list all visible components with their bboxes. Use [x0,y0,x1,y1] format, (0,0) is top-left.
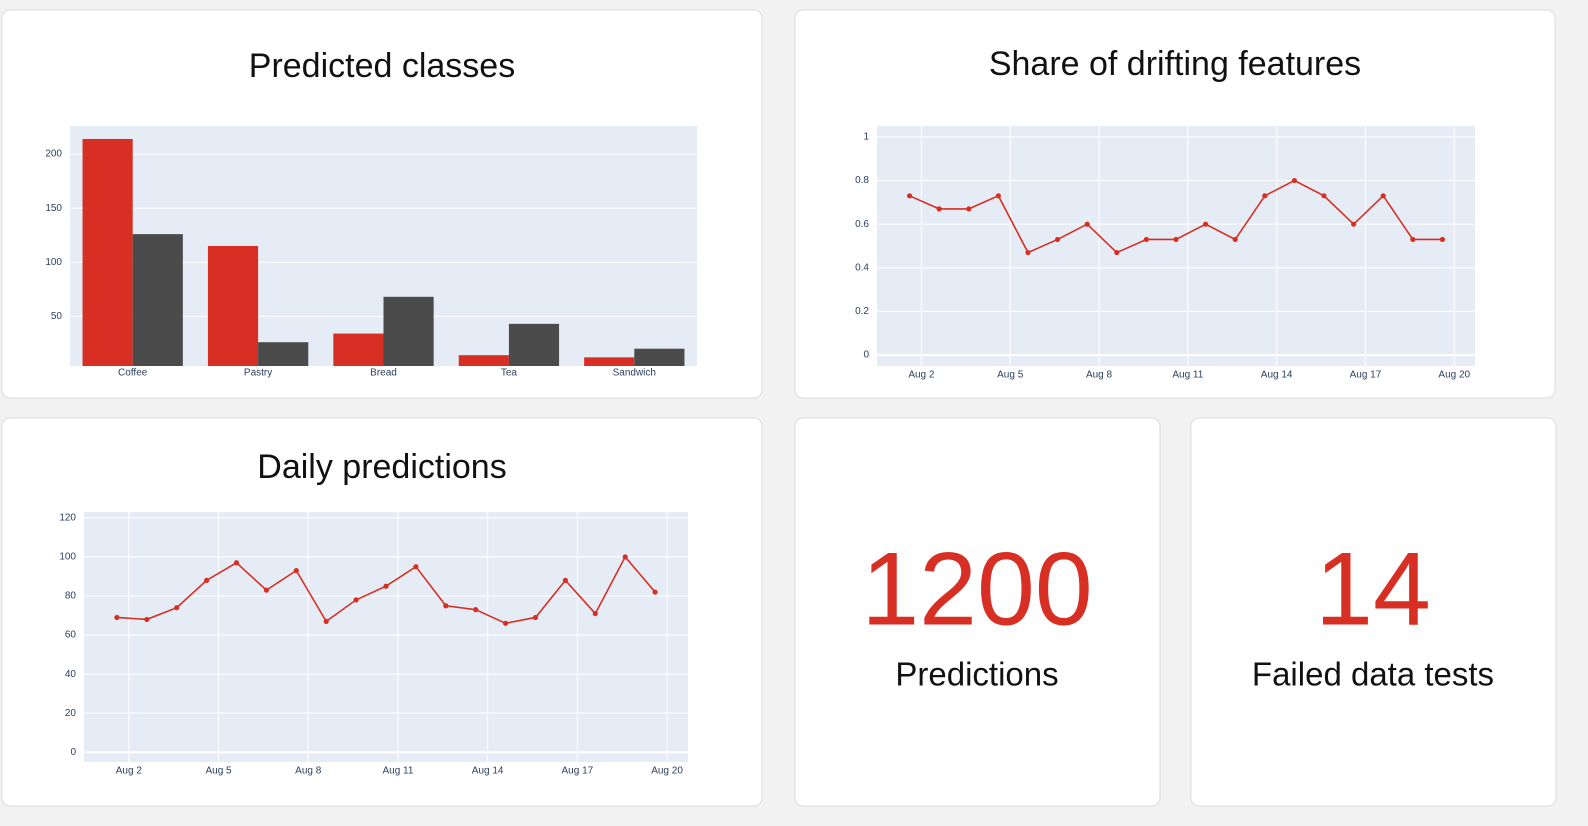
point [1054,236,1061,243]
point [1410,236,1416,243]
x-tick-label: Aug 20 [651,766,683,777]
y-tick-label: 0.8 [855,175,869,186]
chart-title: Share of drifting features [989,45,1361,83]
bar [333,333,384,366]
card [1190,417,1557,807]
x-tick-label: Aug 17 [1350,370,1382,381]
point [383,583,389,589]
bar [584,357,635,366]
plot-area [877,126,1475,366]
x-tick-label: Aug 14 [472,766,504,777]
point [233,560,240,566]
point [323,618,329,624]
y-tick-label: 0.6 [855,219,869,230]
y-tick-label: 40 [65,669,77,680]
y-tick-label: 150 [45,203,62,214]
point [1114,249,1120,256]
y-tick-label: 0.4 [855,262,869,273]
x-tick-label: Coffee [118,368,148,379]
point [203,577,210,583]
y-tick-label: 200 [45,149,62,160]
x-tick-label: Aug 17 [562,766,594,777]
point [144,616,150,623]
y-tick-label: 20 [65,708,77,719]
point [473,607,479,613]
x-tick-label: Sandwich [613,368,656,379]
point [906,193,913,199]
point [1380,193,1386,199]
y-tick-label: 0.2 [855,306,869,317]
point [622,554,628,560]
bar [634,348,685,366]
point [592,610,598,617]
plot-area [84,512,688,762]
point [1025,249,1031,256]
x-tick-label: Pastry [244,368,272,379]
counter-label: Predictions [895,656,1058,693]
point [443,603,449,609]
point [413,564,419,570]
point [532,614,539,621]
bar [383,296,434,366]
y-tick-label: 120 [59,513,76,524]
point [1291,177,1298,184]
x-tick-label: Aug 20 [1438,370,1470,381]
point [114,614,120,621]
point [652,589,658,595]
point [562,577,569,583]
point [1321,193,1327,199]
bar [508,323,560,366]
bar [207,246,259,366]
point [1143,236,1149,243]
x-tick-label: Aug 5 [205,766,232,777]
point [1351,221,1357,227]
point [936,206,942,212]
x-tick-label: Bread [370,368,397,379]
chart-title: Predicted classes [249,47,515,85]
counter-value: 14 [1315,531,1431,647]
point [263,587,269,593]
point [1262,193,1268,199]
point [1203,221,1209,227]
chart-title: Daily predictions [257,448,506,486]
x-tick-label: Aug 8 [1086,370,1113,381]
point [995,193,1001,199]
point [174,605,180,611]
bar [458,355,509,366]
point [1439,236,1446,243]
counter-label: Failed data tests [1252,656,1494,693]
x-tick-label: Aug 14 [1261,370,1293,381]
y-tick-label: 80 [65,591,77,602]
y-tick-label: 60 [65,630,77,641]
x-tick-label: Aug 5 [997,370,1024,381]
x-tick-label: Aug 11 [1172,370,1203,381]
y-tick-label: 0 [863,350,869,361]
point [1084,221,1090,227]
bar [258,342,309,366]
x-tick-label: Aug 2 [908,370,935,381]
y-tick-label: 50 [51,311,63,322]
x-tick-label: Aug 8 [295,766,322,777]
point [1232,236,1238,243]
counter-value: 1200 [861,531,1092,647]
point [1173,236,1179,243]
card [794,417,1161,807]
x-tick-label: Aug 11 [382,766,413,777]
y-tick-label: 100 [45,257,62,268]
point [966,206,972,212]
point [353,597,359,603]
bar [82,138,133,366]
x-tick-label: Aug 2 [116,766,143,777]
y-tick-label: 100 [59,552,76,563]
y-tick-label: 1 [863,132,869,143]
point [503,620,509,626]
x-tick-label: Tea [501,368,518,379]
point [293,567,299,574]
y-tick-label: 0 [70,747,76,758]
bar [132,234,183,366]
